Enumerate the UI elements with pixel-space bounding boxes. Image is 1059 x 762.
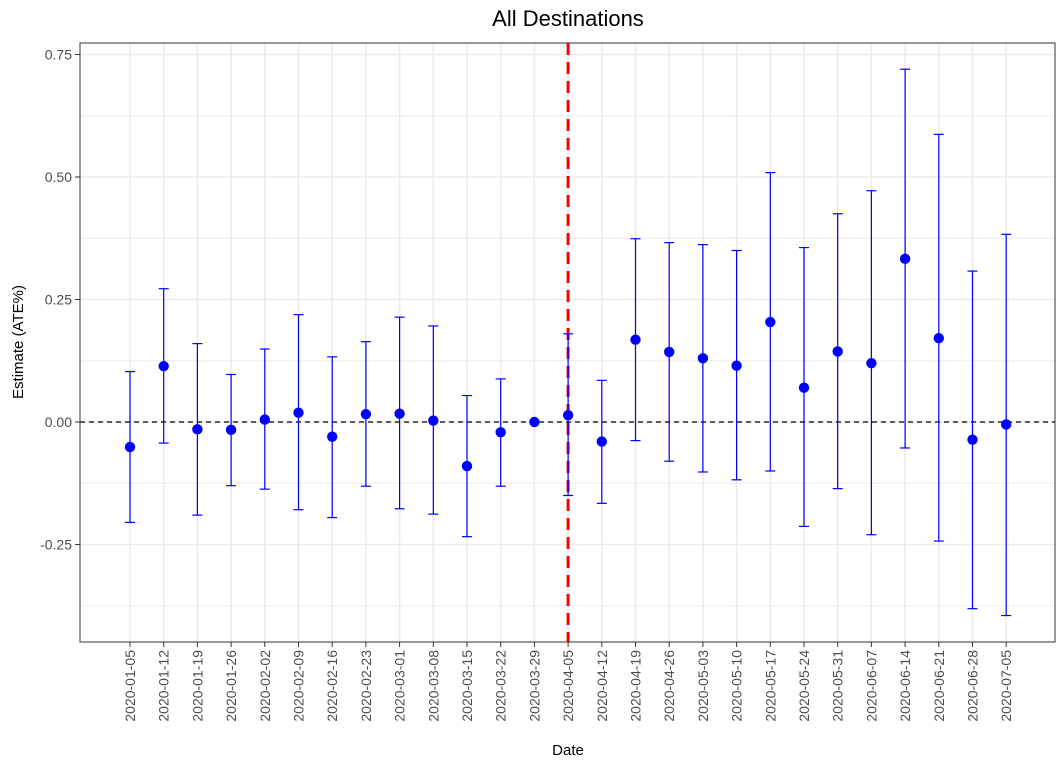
x-tick-label: 2020-04-26 xyxy=(661,650,677,722)
x-tick-label: 2020-04-05 xyxy=(560,650,576,722)
y-tick-label: -0.25 xyxy=(40,537,72,553)
x-tick-label: 2020-05-10 xyxy=(729,650,745,722)
x-tick-label: 2020-02-16 xyxy=(324,650,340,722)
x-tick-label: 2020-06-14 xyxy=(897,650,913,722)
data-point xyxy=(428,415,439,426)
data-point xyxy=(967,434,978,445)
x-tick-label: 2020-01-05 xyxy=(122,650,138,722)
x-tick-label: 2020-02-23 xyxy=(358,650,374,722)
data-point xyxy=(933,333,944,344)
x-tick-label: 2020-03-22 xyxy=(493,650,509,722)
x-tick-label: 2020-06-28 xyxy=(965,650,981,722)
x-tick-label: 2020-05-24 xyxy=(796,650,812,722)
data-point xyxy=(259,414,270,425)
x-tick-label: 2020-01-26 xyxy=(223,650,239,722)
y-tick-label: 0.75 xyxy=(45,47,72,63)
x-tick-label: 2020-03-08 xyxy=(425,650,441,722)
data-point xyxy=(899,253,911,265)
data-point xyxy=(596,436,607,447)
data-point xyxy=(664,346,675,358)
data-point xyxy=(124,441,136,453)
x-tick-label: 2020-01-19 xyxy=(189,650,205,722)
data-point xyxy=(630,334,641,345)
x-tick-label: 2020-06-07 xyxy=(863,650,879,722)
data-point xyxy=(225,424,237,436)
data-point xyxy=(1001,419,1012,430)
y-tick-label: 0.25 xyxy=(45,292,72,308)
x-tick-label: 2020-03-29 xyxy=(526,650,542,722)
data-point xyxy=(832,346,843,357)
data-point xyxy=(529,416,540,428)
data-point xyxy=(866,358,877,369)
data-point xyxy=(394,408,405,419)
x-tick-label: 2020-02-09 xyxy=(291,650,307,722)
data-point xyxy=(158,360,169,372)
y-tick-label: 0.50 xyxy=(45,169,72,185)
data-point xyxy=(697,353,709,364)
x-tick-label: 2020-03-01 xyxy=(392,650,408,722)
data-point xyxy=(798,382,810,393)
x-tick-label: 2020-05-03 xyxy=(695,650,711,722)
data-points xyxy=(124,253,1012,472)
x-tick-label: 2020-04-12 xyxy=(594,650,610,722)
data-point xyxy=(562,409,574,421)
y-axis: -0.25 0.00 0.25 0.50 0.75 xyxy=(40,47,80,553)
data-point xyxy=(327,431,338,442)
data-point xyxy=(731,360,742,371)
x-tick-label: 2020-05-17 xyxy=(762,650,778,722)
panel-border xyxy=(79,42,1056,643)
x-tick-label: 2020-05-31 xyxy=(830,650,846,722)
x-tick-label: 2020-04-19 xyxy=(628,650,644,722)
data-point xyxy=(461,460,473,472)
y-axis-title: Estimate (ATE%) xyxy=(10,285,27,399)
x-tick-label: 2020-01-12 xyxy=(156,650,172,722)
x-tick-label: 2020-02-02 xyxy=(257,650,273,722)
data-point xyxy=(765,316,776,328)
x-axis: 2020-01-05 2020-01-12 2020-01-19 2020-01-26… xyxy=(122,642,1014,722)
data-point xyxy=(293,407,304,418)
chart-title: All Destinations xyxy=(492,6,644,31)
y-tick-label: 0.00 xyxy=(45,414,72,430)
data-point xyxy=(360,408,372,420)
x-tick-label: 2020-03-15 xyxy=(459,650,475,722)
data-point xyxy=(192,424,203,435)
x-axis-title: Date xyxy=(552,742,584,759)
data-point xyxy=(495,427,506,438)
x-tick-label: 2020-07-05 xyxy=(998,650,1014,722)
x-tick-label: 2020-06-21 xyxy=(931,650,947,722)
